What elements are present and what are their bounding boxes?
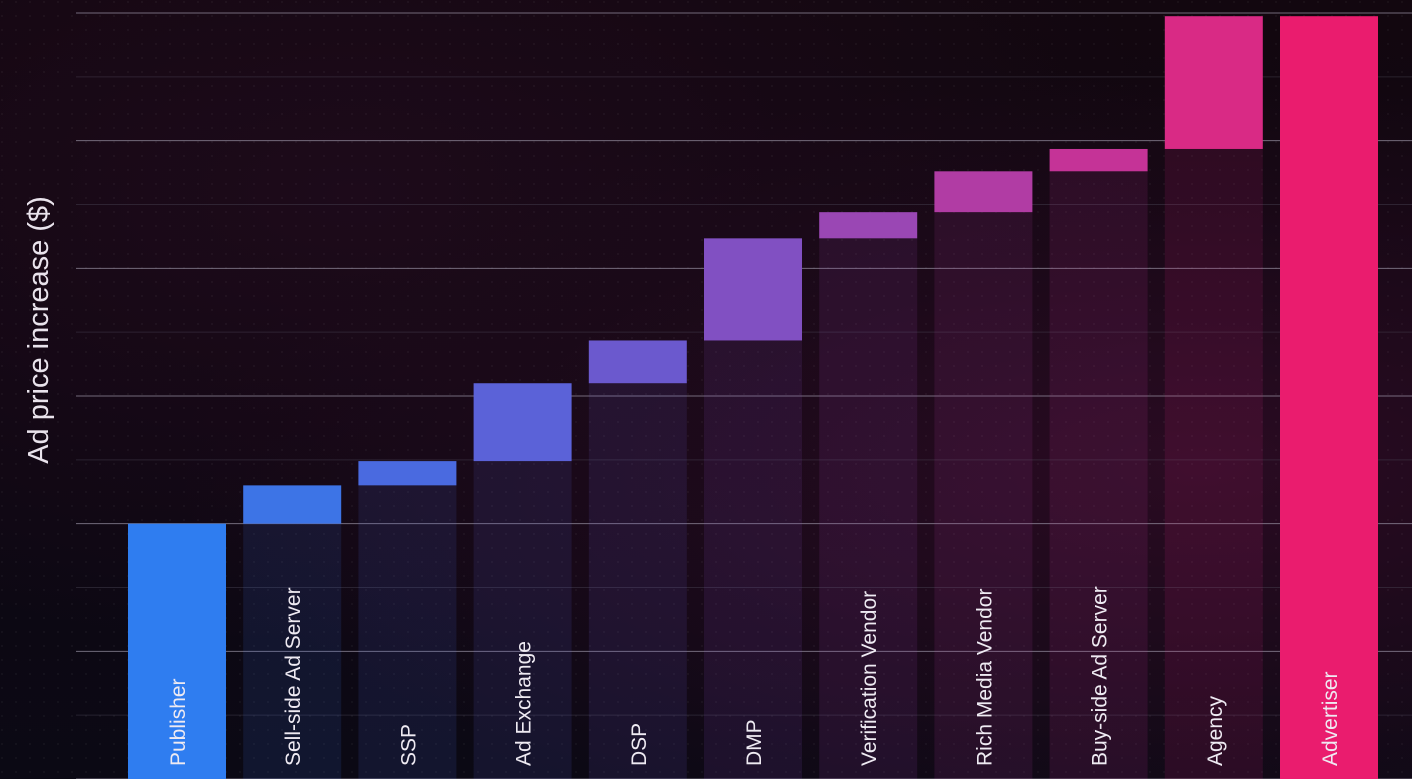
category-label: Sell-side Ad Server [282, 587, 305, 766]
bars [128, 16, 1378, 779]
category-label: Advertiser [1319, 671, 1342, 766]
category-label: DSP [628, 723, 651, 766]
bar-buy-side-ad-server [1049, 148, 1148, 172]
bar-base-3 [473, 461, 572, 779]
bar-dmp [704, 238, 802, 341]
category-label: Verification Vendor [858, 591, 881, 766]
bar-agency [1164, 16, 1263, 149]
bar-base-9 [1164, 148, 1263, 779]
bar-rich-media-vendor [934, 171, 1033, 213]
bar-base-2 [358, 485, 457, 779]
bar-base-1 [243, 523, 342, 779]
ghost-bars [243, 148, 1263, 779]
category-label: SSP [397, 724, 420, 766]
category-label: Agency [1204, 695, 1227, 766]
category-label: Rich Media Vendor [973, 589, 996, 766]
bar-advertiser [1280, 16, 1378, 779]
category-label: Publisher [167, 678, 190, 766]
category-label: Buy-side Ad Server [1089, 586, 1112, 766]
bar-publisher [128, 523, 226, 779]
bar-base-5 [704, 340, 802, 779]
category-labels: Publisher Sell-side Ad Server SSP Ad Exchan… [167, 586, 1342, 766]
bar-base-7 [934, 212, 1033, 779]
bar-sell-side-ad-server [243, 485, 342, 524]
bar-ssp [358, 461, 457, 486]
bar-base-4 [588, 383, 687, 779]
bar-verification-vendor [819, 212, 918, 239]
category-label: DMP [743, 719, 766, 766]
y-axis-label: Ad price increase ($) [23, 196, 55, 464]
category-label: Ad Exchange [513, 641, 536, 766]
bar-base-6 [819, 238, 918, 779]
bar-dsp [588, 340, 687, 384]
bar-ad-exchange [473, 383, 572, 462]
bar-base-8 [1049, 171, 1148, 779]
